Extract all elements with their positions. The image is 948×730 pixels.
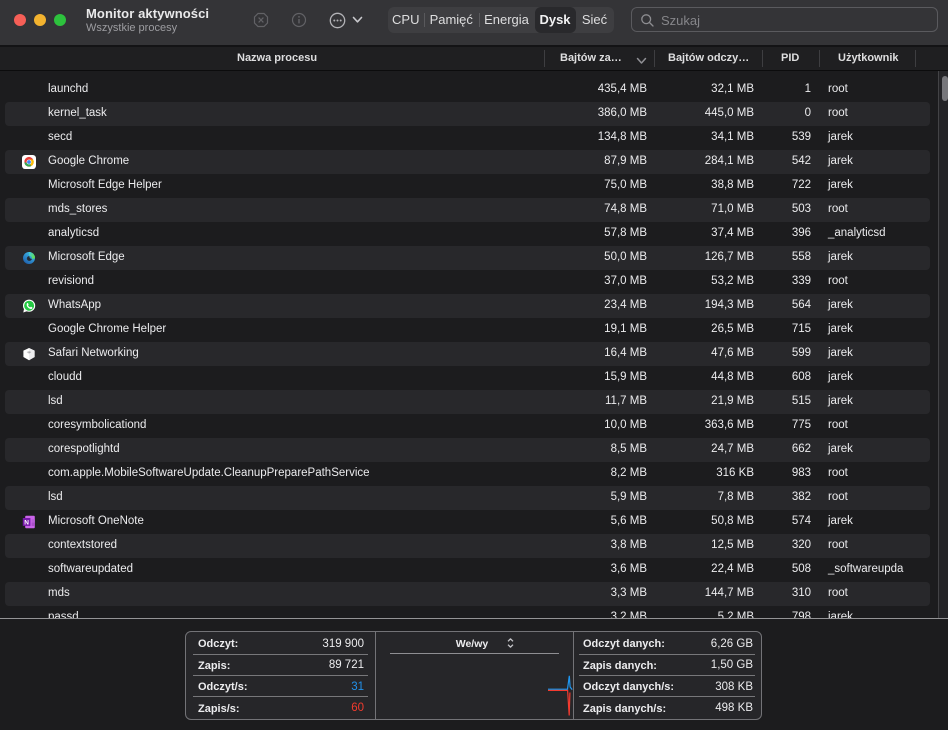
svg-text:N: N — [24, 519, 29, 526]
